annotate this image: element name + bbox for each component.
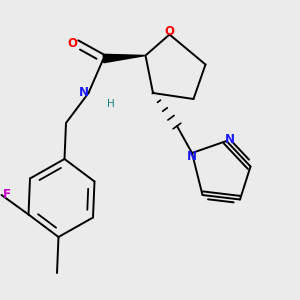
Polygon shape [103, 54, 146, 63]
Text: N: N [79, 86, 89, 100]
Text: N: N [224, 133, 235, 146]
Text: O: O [67, 37, 77, 50]
Text: N: N [187, 149, 197, 163]
Text: F: F [3, 188, 11, 202]
Text: O: O [164, 25, 175, 38]
Text: H: H [107, 99, 115, 110]
